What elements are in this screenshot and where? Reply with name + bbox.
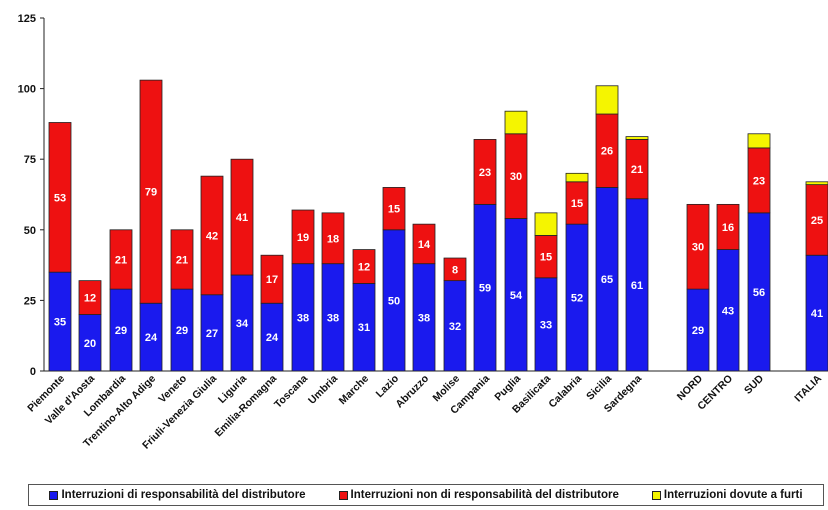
legend-swatch-blue [49,490,59,500]
bar-value-label: 27 [206,328,218,340]
bar-segment [686,203,710,290]
bar-value-label: 50 [388,295,400,307]
bar-segment [48,122,72,273]
bar-value-label: 79 [145,187,157,199]
bar-segment [291,209,315,265]
bar-segment [443,257,467,282]
bar-value-label: 38 [327,312,339,324]
legend-item-furti: Interruzioni dovute a furti [651,489,803,501]
bar-value-label: 21 [631,164,643,176]
bar-segment [170,229,194,290]
legend-swatch-yellow [651,490,661,500]
bar-segment [230,158,254,276]
bar-value-label: 35 [54,317,66,329]
bar-value-label: 33 [540,319,552,331]
chart-legend: Interruzioni di responsabilità del distr… [28,484,824,506]
bar-value-label: 21 [176,254,188,266]
bar-value-label: 43 [722,305,734,317]
bar-value-label: 54 [510,290,523,302]
bar-value-label: 42 [206,230,218,242]
bar-segment [321,212,345,265]
bar-segment [625,136,649,140]
bar-value-label: 23 [479,167,491,179]
bar-segment [565,172,589,183]
bar-value-label: 31 [358,322,370,334]
bar-segment [78,280,102,315]
y-tick-label: 25 [24,295,36,307]
bar-value-label: 25 [811,215,823,227]
bar-segment [716,203,740,250]
bar-value-label: 29 [115,325,127,337]
x-tick-label: Calabria [546,373,584,411]
bar-value-label: 14 [418,239,431,251]
bar-value-label: 52 [571,293,583,305]
bar-segment [473,139,497,205]
bar-value-label: 21 [115,254,127,266]
legend-label-non-distributore: Interruzioni non di responsabilità del d… [350,489,619,501]
legend-label-furti: Interruzioni dovute a furti [663,489,803,501]
bar-value-label: 61 [631,280,643,292]
bar-value-label: 24 [145,332,158,344]
bar-value-label: 29 [692,325,704,337]
x-tick-label: Abruzzo [393,373,431,411]
bar-value-label: 12 [84,293,96,305]
legend-swatch-red [338,490,348,500]
y-tick-label: 125 [18,13,36,25]
x-tick-label: Umbria [306,373,340,407]
bar-segment [534,212,558,236]
y-tick-label: 75 [24,154,36,166]
bar-value-label: 32 [449,321,461,333]
bar-value-label: 15 [540,252,552,264]
bar-segment [139,79,163,304]
y-tick-label: 0 [30,366,36,378]
bar-value-label: 17 [266,274,278,286]
bar-segment [747,133,771,149]
bar-segment [109,229,133,290]
bar-value-label: 8 [452,264,458,276]
bar-segment [382,187,406,231]
bar-value-label: 16 [722,222,734,234]
y-tick-label: 100 [18,84,36,96]
x-tick-label: SUD [742,372,766,396]
bar-segment [504,110,528,135]
bar-segment [260,254,284,304]
bar-value-label: 29 [176,325,188,337]
bar-value-label: 53 [54,192,66,204]
bar-value-label: 24 [266,332,279,344]
bar-value-label: 15 [571,198,583,210]
bar-value-label: 41 [236,212,248,224]
bar-segment [805,181,828,186]
bar-value-label: 23 [753,175,765,187]
legend-label-distributore: Interruzioni di responsabilità del distr… [61,489,306,501]
x-tick-label: Lazio [374,373,401,400]
bar-segment [412,223,436,265]
bar-segment [595,85,619,115]
bar-value-label: 59 [479,283,491,295]
x-tick-label: ITALIA [792,372,824,404]
x-tick-label: Toscana [272,373,310,411]
bar-value-label: 19 [297,232,309,244]
legend-item-non-distributore: Interruzioni non di responsabilità del d… [338,489,619,501]
bar-value-label: 34 [236,318,249,330]
bar-value-label: 30 [510,171,522,183]
bar-segment [200,175,224,296]
y-tick-label: 50 [24,225,36,237]
x-tick-label: Marche [337,373,372,408]
bar-value-label: 26 [601,146,613,158]
bar-value-label: 15 [388,204,400,216]
bar-value-label: 38 [418,312,430,324]
bar-value-label: 12 [358,262,370,274]
bar-value-label: 18 [327,233,339,245]
bar-value-label: 56 [753,287,765,299]
bar-segment [352,249,376,284]
legend-item-distributore: Interruzioni di responsabilità del distr… [49,489,306,501]
bar-value-label: 38 [297,312,309,324]
bar-value-label: 41 [811,308,823,320]
bar-value-label: 30 [692,242,704,254]
bar-value-label: 65 [601,274,613,286]
bar-value-label: 20 [84,338,96,350]
